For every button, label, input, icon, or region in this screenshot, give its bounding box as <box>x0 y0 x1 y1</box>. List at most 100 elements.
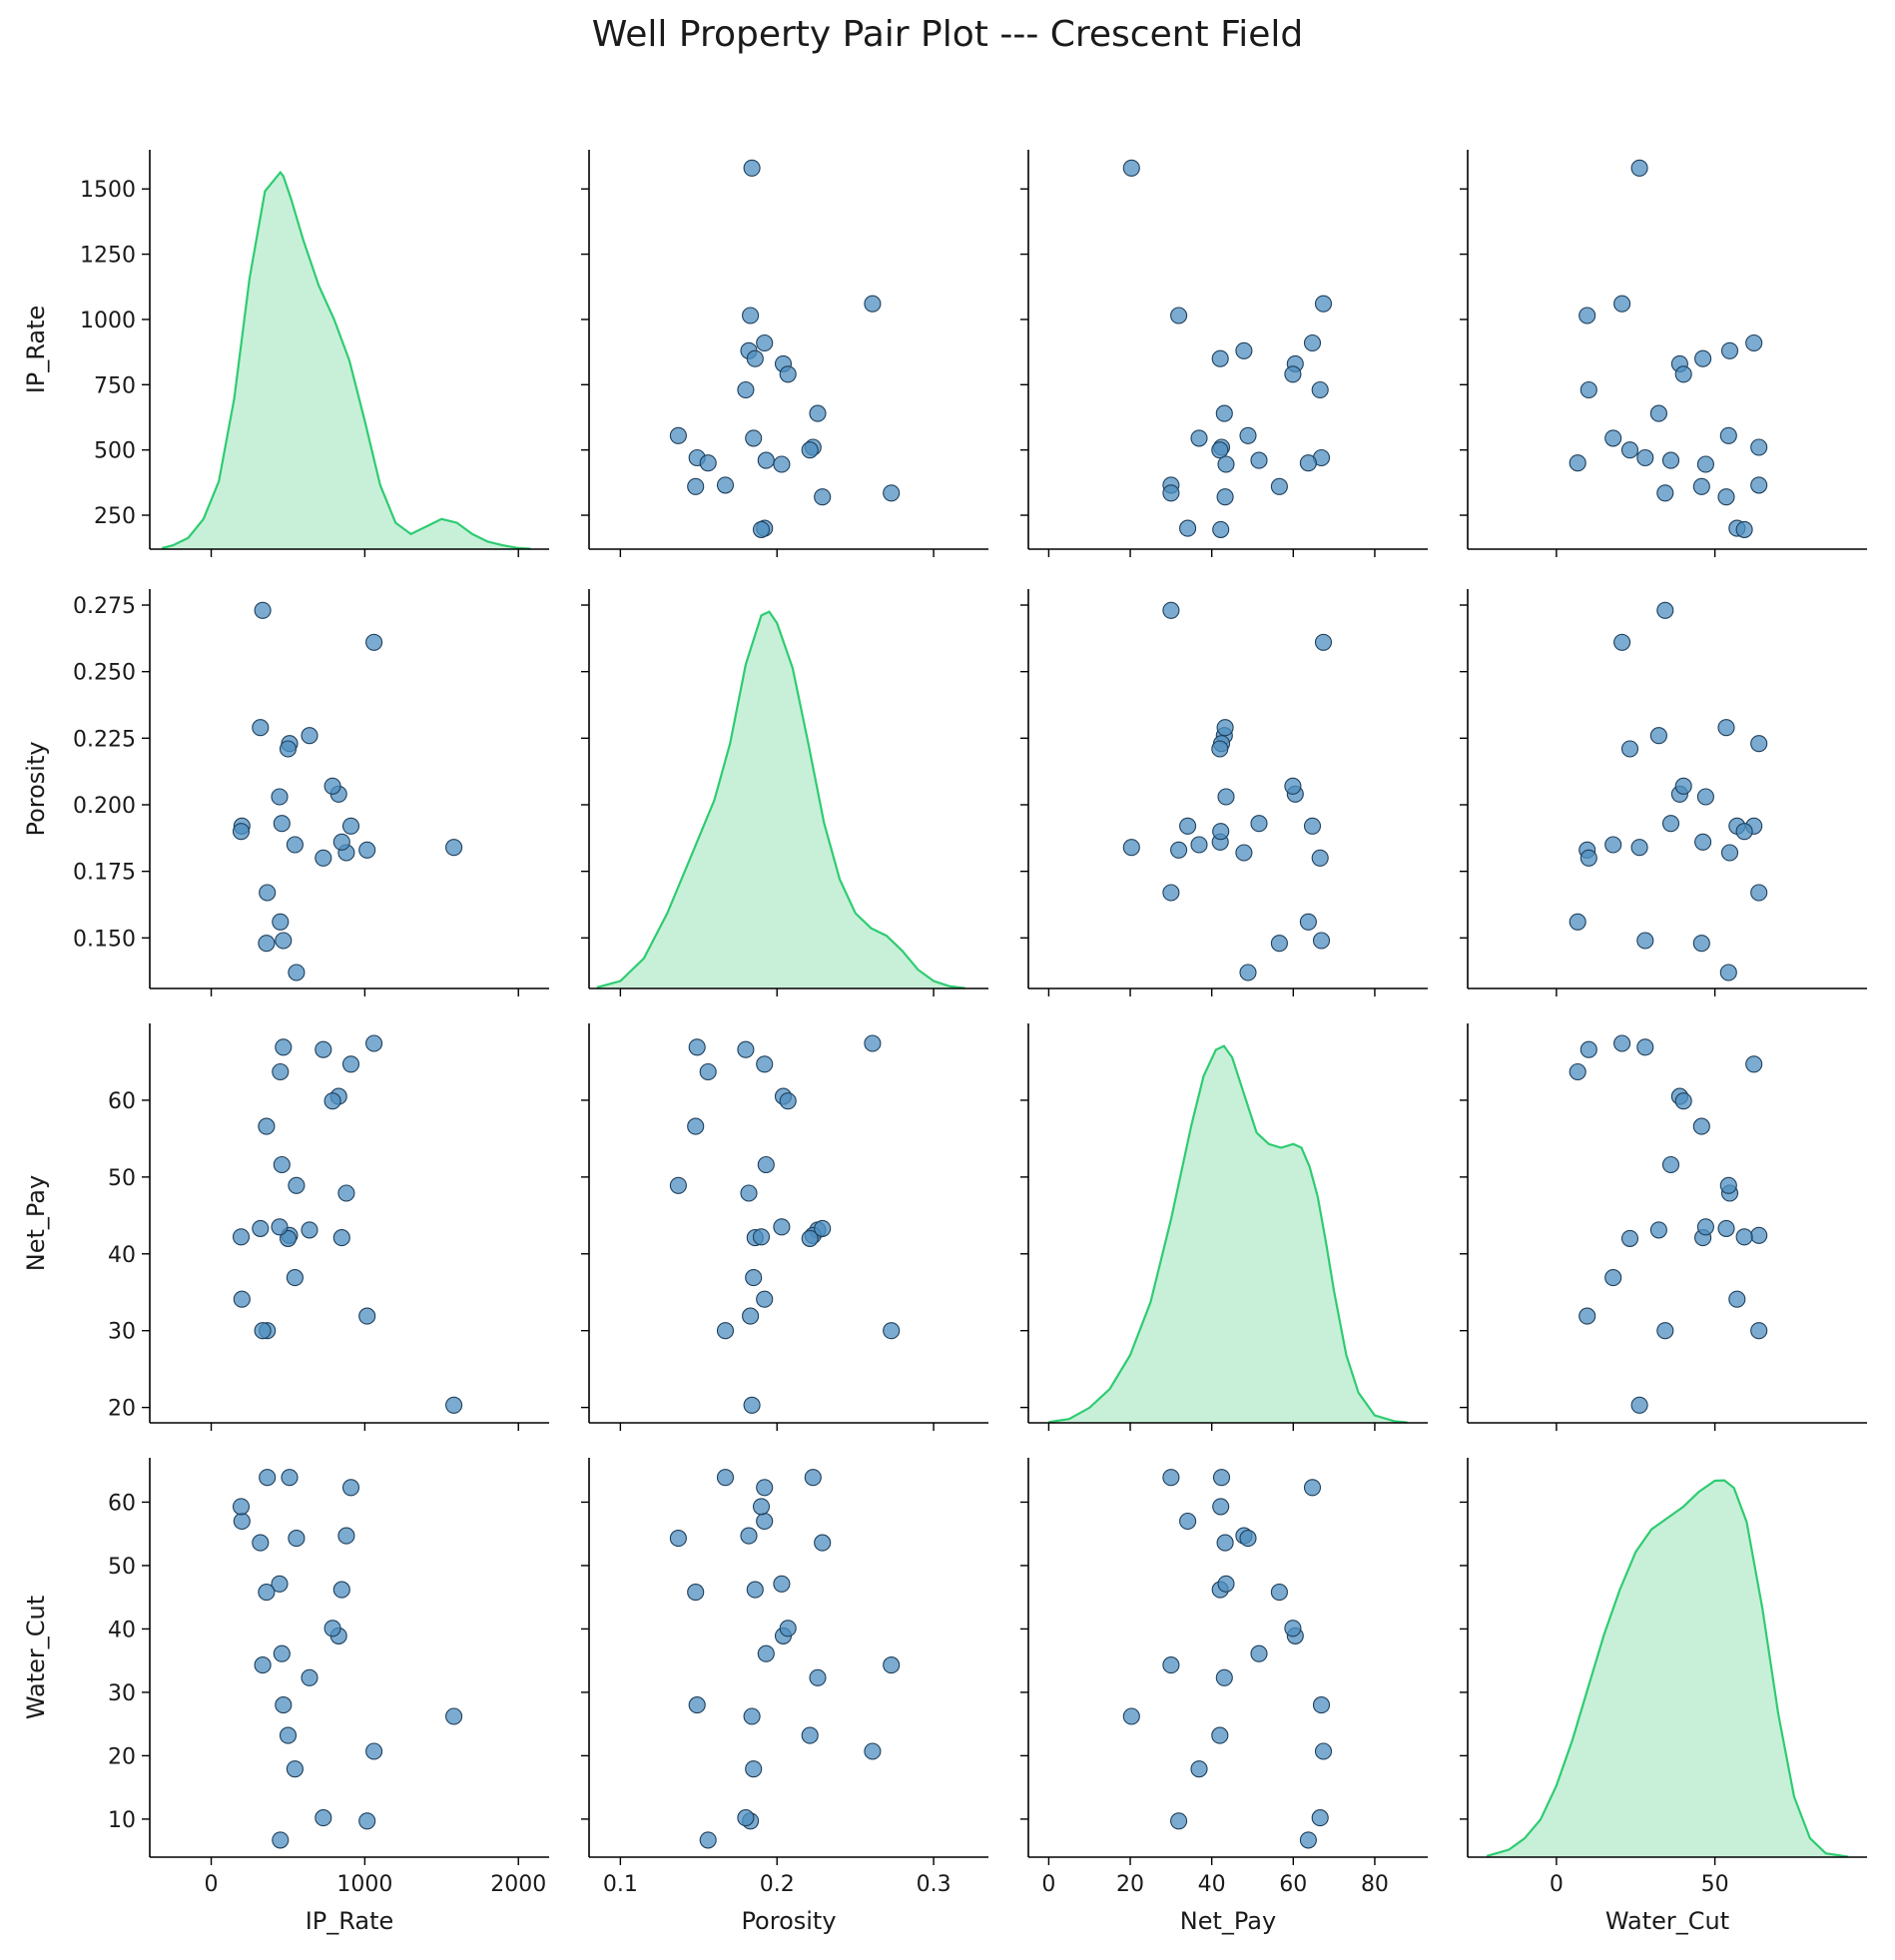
scatter-point <box>323 1092 341 1110</box>
scatter-point <box>1179 519 1197 537</box>
scatter-point <box>1569 913 1586 931</box>
scatter-point <box>1750 476 1768 494</box>
scatter-point <box>801 1229 819 1247</box>
scatter-point <box>756 1512 774 1531</box>
scatter-point <box>1190 1760 1208 1778</box>
y-tick-label: 1500 <box>80 178 136 203</box>
scatter-point <box>1620 740 1639 758</box>
scatter-point <box>757 1155 775 1174</box>
scatter-point <box>1656 1322 1674 1340</box>
scatter-point <box>1750 1226 1768 1244</box>
scatter-point <box>279 740 298 758</box>
scatter-point <box>288 964 306 981</box>
scatter-point <box>688 1696 706 1714</box>
scatter-point <box>315 1809 332 1827</box>
panel-Water_Cut-vs-IP_Rate: 0 1000 2000 10 20 30 40 50 60 IP_Rate Water_Cut <box>22 1458 549 1935</box>
scatter-point <box>1692 1117 1710 1135</box>
scatter-point <box>1661 451 1680 469</box>
scatter-point <box>252 719 270 737</box>
scatter-point <box>445 1396 463 1414</box>
scatter-point <box>1674 365 1692 383</box>
scatter-point <box>757 451 775 469</box>
scatter-point <box>1636 448 1654 467</box>
panel-Net_Pay-vs-Water_Cut <box>1460 1023 1867 1431</box>
scatter-point <box>1299 913 1317 931</box>
scatter-point <box>1311 1809 1329 1827</box>
scatter-point <box>252 1219 270 1237</box>
scatter-point <box>1299 1831 1317 1849</box>
scatter-point <box>1620 441 1639 459</box>
scatter-point <box>365 633 383 651</box>
x-axis-label: Water_Cut <box>1605 1907 1729 1935</box>
scatter-point <box>1122 159 1140 177</box>
scatter-point <box>737 1040 755 1058</box>
panel-Net_Pay-vs-Porosity <box>581 1023 988 1431</box>
panel-Net_Pay-vs-IP_Rate: 20 30 40 50 60 Net_Pay <box>22 1023 549 1431</box>
scatter-point <box>1162 1656 1180 1674</box>
scatter-point <box>1211 1726 1229 1744</box>
scatter-point <box>365 1034 383 1052</box>
scatter-point <box>301 1221 318 1239</box>
scatter-point <box>258 935 276 953</box>
scatter-point <box>1170 841 1188 859</box>
scatter-point <box>258 1584 276 1602</box>
scatter-point <box>1170 1812 1188 1830</box>
x-axis-label: IP_Rate <box>306 1907 394 1935</box>
x-axis-label: Porosity <box>741 1907 836 1935</box>
scatter-point <box>1579 307 1596 325</box>
scatter-point <box>1303 333 1322 352</box>
scatter-point <box>699 1831 717 1849</box>
panel-IP_Rate-vs-Water_Cut <box>1460 150 1867 557</box>
x-tick-label: 40 <box>1198 1872 1226 1897</box>
scatter-point <box>1717 488 1735 506</box>
scatter-point <box>814 488 832 506</box>
scatter-point <box>1569 454 1586 472</box>
scatter-point <box>1613 295 1631 313</box>
scatter-point <box>742 1307 760 1325</box>
scatter-point <box>779 1092 797 1110</box>
scatter-point <box>1270 1584 1288 1602</box>
scatter-point <box>716 1322 735 1340</box>
scatter-point <box>1579 1307 1596 1325</box>
x-tick-label: 0.2 <box>760 1872 795 1897</box>
x-tick-label: 0.3 <box>917 1872 951 1897</box>
scatter-point <box>332 833 350 851</box>
kde-line-Water_Cut <box>1486 1479 1849 1858</box>
kde-line-IP_Rate <box>162 170 531 550</box>
panel-grid: 250500750100012501500IP_Rate0.1500.1750.… <box>22 150 1867 1935</box>
scatter-point <box>1211 441 1229 459</box>
scatter-point <box>1630 839 1648 857</box>
scatter-point <box>1649 1221 1667 1239</box>
scatter-point <box>1719 964 1737 981</box>
scatter-point <box>1303 817 1322 835</box>
scatter-point <box>1212 1469 1231 1487</box>
scatter-point <box>1211 740 1229 758</box>
scatter-point <box>743 1396 761 1414</box>
scatter-point <box>773 1218 791 1236</box>
y-axis-label: Water_Cut <box>22 1596 50 1719</box>
scatter-point <box>258 1117 276 1135</box>
scatter-point <box>1212 1498 1230 1516</box>
scatter-point <box>737 380 755 399</box>
scatter-point <box>1216 719 1234 737</box>
scatter-point <box>273 815 291 833</box>
kde-fill-Water_Cut <box>1487 1480 1848 1857</box>
scatter-point <box>1719 426 1737 444</box>
scatter-point <box>337 1527 355 1545</box>
scatter-point <box>740 1184 758 1202</box>
y-tick-label: 40 <box>108 1618 136 1642</box>
scatter-point <box>323 777 341 795</box>
y-tick-label: 60 <box>108 1089 136 1114</box>
scatter-point <box>1613 1034 1631 1052</box>
scatter-point <box>742 307 760 325</box>
y-tick-label: 1000 <box>80 309 136 333</box>
y-tick-label: 40 <box>108 1243 136 1268</box>
scatter-point <box>1284 777 1302 795</box>
scatter-point <box>1311 380 1329 399</box>
scatter-point <box>740 1527 758 1545</box>
scatter-point <box>1745 333 1763 352</box>
scatter-point <box>358 841 376 859</box>
scatter-point <box>358 1812 376 1830</box>
y-tick-label: 500 <box>94 439 136 464</box>
scatter-point <box>1750 735 1768 753</box>
